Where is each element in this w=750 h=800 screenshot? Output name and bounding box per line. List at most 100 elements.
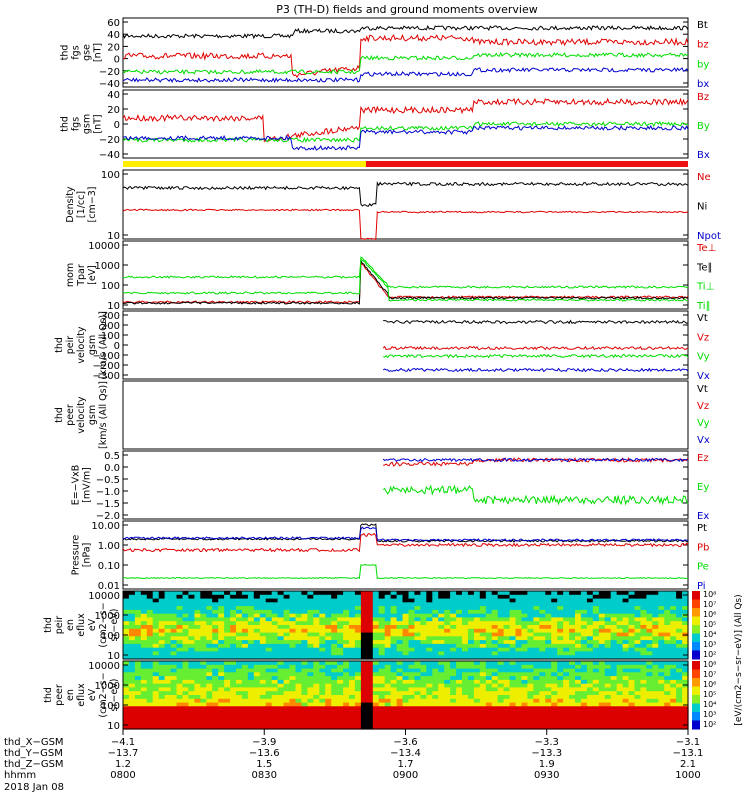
spectrogram-cell xyxy=(313,672,320,677)
spectrogram-cell xyxy=(218,609,225,615)
spectrogram-cell xyxy=(402,594,409,600)
spectrogram-cell xyxy=(307,651,314,656)
spectrogram-cell xyxy=(527,655,534,660)
spectrogram-cell xyxy=(182,647,189,653)
spectrogram-cell xyxy=(295,655,302,660)
spectrogram-cell xyxy=(123,643,130,649)
spectrogram-cell xyxy=(408,636,415,641)
spectrogram-cell xyxy=(575,640,582,645)
x-row-label: hhmm xyxy=(4,770,36,781)
spectrogram-cell xyxy=(331,683,338,689)
spectrogram-cell xyxy=(628,698,635,704)
spectrogram-cell xyxy=(349,628,356,634)
spectrogram-cell xyxy=(533,617,540,622)
spectrogram-cell xyxy=(295,598,302,603)
spectrogram-cell xyxy=(569,687,576,692)
spectrogram-cell xyxy=(134,625,142,630)
spectrogram-cell xyxy=(236,725,243,730)
spectrogram-cell xyxy=(372,602,380,607)
spectrogram-cell xyxy=(325,702,332,707)
spectrogram-cell xyxy=(295,698,302,704)
spectrogram-cell xyxy=(598,606,606,611)
spectrogram-cell xyxy=(444,617,451,622)
spectrogram-cell xyxy=(331,613,338,619)
spectrogram-cell xyxy=(527,695,534,700)
colorbar-swatch xyxy=(692,712,700,721)
spectrogram-cell xyxy=(634,721,641,726)
spectrogram-cell xyxy=(164,717,172,723)
spectrogram-cell xyxy=(295,632,302,637)
spectrogram-cell xyxy=(176,591,183,596)
spectrogram-cell xyxy=(343,710,350,715)
spectrogram-cell xyxy=(414,668,421,673)
spectrogram-cell xyxy=(569,625,576,630)
spectrogram-cell xyxy=(533,647,540,653)
spectrogram-cell xyxy=(140,606,148,611)
spectrogram-cell xyxy=(337,655,344,660)
spectrogram-cell xyxy=(176,640,183,645)
spectrogram-cell xyxy=(575,625,582,630)
spectrogram-cell xyxy=(426,683,433,689)
spectrogram-cell xyxy=(253,640,261,645)
spectrogram-cell xyxy=(676,621,683,626)
spectrogram-cell xyxy=(426,591,433,596)
spectrogram-cell xyxy=(539,613,546,619)
spectrogram-cell xyxy=(503,598,511,603)
spectrogram-cell xyxy=(164,702,172,707)
spectrogram-cell xyxy=(360,636,368,641)
spectrogram-cell xyxy=(634,655,641,660)
spectrogram-cell xyxy=(206,621,213,626)
spectrogram-cell xyxy=(337,636,344,641)
y-label-line: en xyxy=(65,689,76,701)
panel-frame xyxy=(122,17,689,88)
spectrogram-cell xyxy=(580,609,588,615)
spectrogram-cell xyxy=(123,687,130,692)
spectrogram-cell xyxy=(503,609,511,615)
spectrogram-cell xyxy=(521,606,528,611)
spectrogram-cell xyxy=(158,725,166,730)
spectrogram-cell xyxy=(230,613,237,619)
spectrogram-cell xyxy=(188,594,195,600)
spectrogram-cell xyxy=(206,698,213,704)
spectrogram-cell xyxy=(539,594,546,600)
y-tick-label: 10 xyxy=(107,301,120,312)
spectrogram-cell xyxy=(241,683,249,689)
spectrogram-cell xyxy=(676,643,683,649)
spectrogram-cell xyxy=(337,628,344,634)
spectrogram-cell xyxy=(218,668,225,673)
spectrogram-cell xyxy=(634,594,641,600)
series-Ex xyxy=(382,457,689,463)
spectrogram-cell xyxy=(598,602,606,607)
spectrogram-cell xyxy=(616,713,624,719)
spectrogram-cell xyxy=(563,609,570,615)
spectrogram-cell xyxy=(491,717,499,723)
spectrogram-cell xyxy=(390,643,398,649)
spectrogram-cell xyxy=(539,628,546,634)
spectrogram-cell xyxy=(283,725,291,730)
spectrogram-cell xyxy=(247,717,255,723)
spectrogram-cell xyxy=(640,613,647,619)
spectrogram-cell xyxy=(331,647,338,653)
spectrogram-cell xyxy=(241,647,249,653)
spectrogram-cell xyxy=(467,628,475,634)
spectrogram-cell xyxy=(473,710,481,715)
spectrogram-cell xyxy=(485,721,493,726)
spectrogram-cell xyxy=(509,695,517,700)
spectrogram-cell xyxy=(396,647,404,653)
spectrogram-cell xyxy=(146,617,154,622)
spectrogram-cell xyxy=(212,695,219,700)
spectrogram-cell xyxy=(319,651,326,656)
spectrogram-cell xyxy=(604,687,612,692)
spectrogram-cell xyxy=(265,640,273,645)
spectrogram-cell xyxy=(456,621,463,626)
spectrogram-cell xyxy=(123,594,130,600)
spectrogram-cell xyxy=(378,628,386,634)
spectrogram-cell xyxy=(456,609,463,615)
spectrogram-cell xyxy=(575,698,582,704)
spectrogram-cell xyxy=(218,717,225,723)
spectrogram-cell xyxy=(241,617,249,622)
spectrogram-cell xyxy=(313,628,320,634)
spectrogram-cell xyxy=(224,668,231,673)
spectrogram-cell xyxy=(295,594,302,600)
spectrogram-cell xyxy=(236,602,243,607)
